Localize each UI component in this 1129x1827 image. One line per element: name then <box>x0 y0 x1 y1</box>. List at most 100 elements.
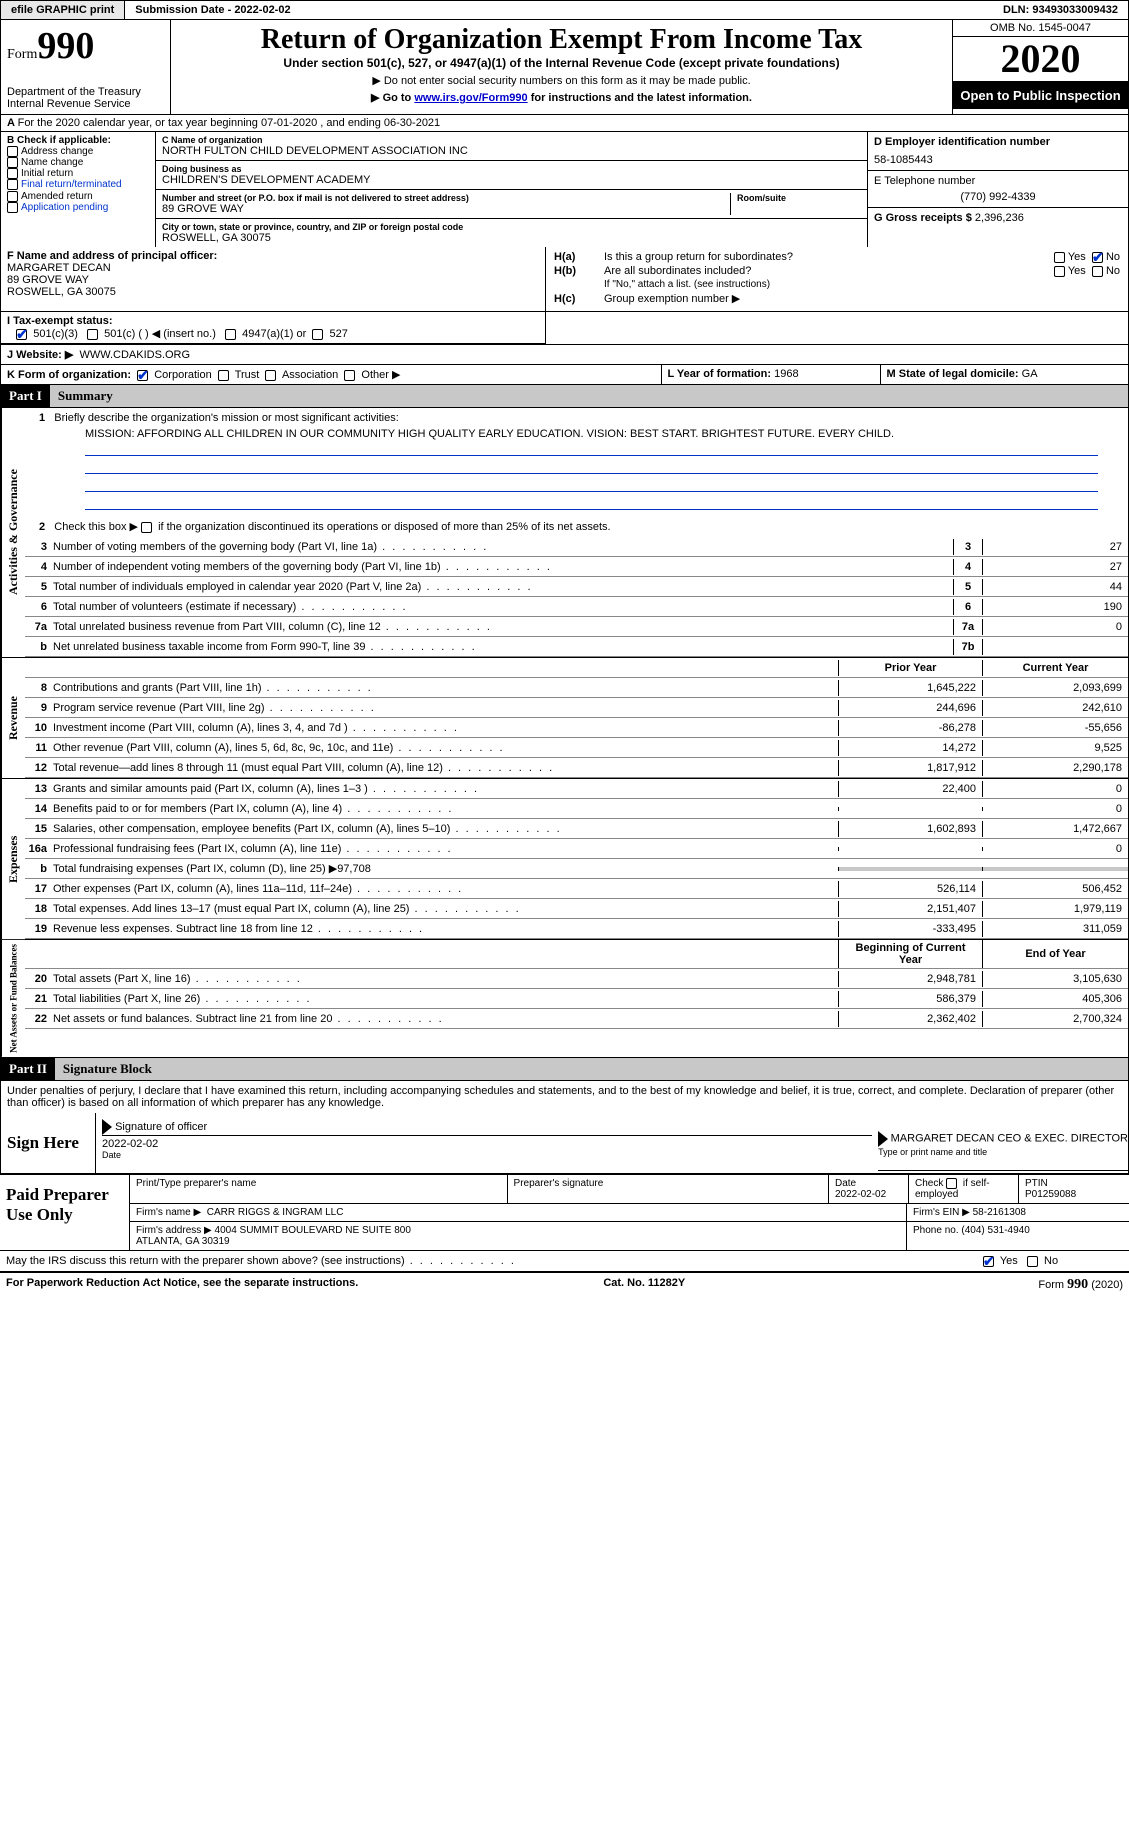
page-footer: For Paperwork Reduction Act Notice, see … <box>0 1271 1129 1297</box>
hb-no-checkbox[interactable] <box>1092 266 1103 277</box>
expense-line-14: 14Benefits paid to or for members (Part … <box>25 799 1128 819</box>
signature-section: Sign Here Signature of officer 2022-02-0… <box>0 1113 1129 1174</box>
open-inspection: Open to Public Inspection <box>953 82 1128 109</box>
form-org-row: K Form of organization: Corporation Trus… <box>0 365 1129 385</box>
expense-line-15: 15Salaries, other compensation, employee… <box>25 819 1128 839</box>
paid-preparer-label: Paid Preparer Use Only <box>0 1175 130 1250</box>
self-employed-checkbox[interactable] <box>946 1178 957 1189</box>
revenue-line-9: 9Program service revenue (Part VIII, lin… <box>25 698 1128 718</box>
box-b-checkboxes: B Check if applicable: Address change Na… <box>1 132 156 247</box>
prior-current-header: Prior Year Current Year <box>25 658 1128 678</box>
ha-no-checkbox[interactable] <box>1092 252 1103 263</box>
section-a-tax-year: A For the 2020 calendar year, or tax yea… <box>0 115 1129 132</box>
firm-ein: 58-2161308 <box>973 1207 1026 1218</box>
org-name-label: C Name of organization <box>162 135 861 145</box>
revenue-line-11: 11Other revenue (Part VIII, column (A), … <box>25 738 1128 758</box>
ptin-value: P01259088 <box>1025 1189 1076 1200</box>
perjury-statement: Under penalties of perjury, I declare th… <box>0 1081 1129 1113</box>
application-pending-checkbox[interactable] <box>7 202 18 213</box>
phone-value: (770) 992-4339 <box>874 191 1122 203</box>
revenue-line-12: 12Total revenue—add lines 8 through 11 (… <box>25 758 1128 778</box>
part2-header: Part II Signature Block <box>0 1058 1129 1081</box>
org-name: NORTH FULTON CHILD DEVELOPMENT ASSOCIATI… <box>162 145 861 157</box>
form-subtitle: Under section 501(c), 527, or 4947(a)(1)… <box>177 56 946 70</box>
trust-checkbox[interactable] <box>218 370 229 381</box>
netassets-line-21: 21Total liabilities (Part X, line 26)586… <box>25 989 1128 1009</box>
expense-line-18: 18Total expenses. Add lines 13–17 (must … <box>25 899 1128 919</box>
discontinued-checkbox[interactable] <box>141 522 152 533</box>
tax-year: 2020 <box>953 37 1128 82</box>
dba-name: CHILDREN'S DEVELOPMENT ACADEMY <box>162 174 861 186</box>
expense-line-b: bTotal fundraising expenses (Part IX, co… <box>25 859 1128 879</box>
corporation-checkbox[interactable] <box>137 370 148 381</box>
top-bar: efile GRAPHIC print Submission Date - 20… <box>0 0 1129 20</box>
ein-label: D Employer identification number <box>874 136 1122 148</box>
officer-group-row: F Name and address of principal officer:… <box>0 247 1129 312</box>
discuss-no-checkbox[interactable] <box>1027 1256 1038 1267</box>
expense-line-16a: 16aProfessional fundraising fees (Part I… <box>25 839 1128 859</box>
officer-label: F Name and address of principal officer: <box>7 250 539 262</box>
officer-name: MARGARET DECAN <box>7 262 539 274</box>
website-row: J Website: ▶ WWW.CDAKIDS.ORG <box>0 345 1129 365</box>
part1-header: Part I Summary <box>0 385 1129 408</box>
4947-checkbox[interactable] <box>225 329 236 340</box>
form-title: Return of Organization Exempt From Incom… <box>177 24 946 56</box>
side-governance: Activities & Governance <box>1 408 25 657</box>
firm-phone: (404) 531-4940 <box>961 1225 1029 1236</box>
side-expenses: Expenses <box>1 779 25 939</box>
dba-label: Doing business as <box>162 164 861 174</box>
address-change-checkbox[interactable] <box>7 146 18 157</box>
omb-number: OMB No. 1545-0047 <box>953 20 1128 37</box>
netassets-line-22: 22Net assets or fund balances. Subtract … <box>25 1009 1128 1029</box>
discuss-yes-checkbox[interactable] <box>983 1256 994 1267</box>
form-header: Form990 Department of the Treasury Inter… <box>0 20 1129 115</box>
begin-end-header: Beginning of Current Year End of Year <box>25 940 1128 969</box>
city-state-zip: ROSWELL, GA 30075 <box>162 232 861 244</box>
summary-line-7a: 7aTotal unrelated business revenue from … <box>25 617 1128 637</box>
sign-here-label: Sign Here <box>1 1113 96 1173</box>
revenue-line-8: 8Contributions and grants (Part VIII, li… <box>25 678 1128 698</box>
officer-addr2: ROSWELL, GA 30075 <box>7 286 539 298</box>
amended-return-checkbox[interactable] <box>7 191 18 202</box>
website-value: WWW.CDAKIDS.ORG <box>79 349 190 361</box>
other-org-checkbox[interactable] <box>344 370 355 381</box>
501c3-checkbox[interactable] <box>16 329 27 340</box>
initial-return-checkbox[interactable] <box>7 168 18 179</box>
name-change-checkbox[interactable] <box>7 157 18 168</box>
ein-value: 58-1085443 <box>874 154 1122 166</box>
form-number: Form990 <box>7 24 164 68</box>
side-revenue: Revenue <box>1 658 25 778</box>
hb-yes-checkbox[interactable] <box>1054 266 1065 277</box>
gross-receipts-label: G Gross receipts $ <box>874 212 972 224</box>
527-checkbox[interactable] <box>312 329 323 340</box>
year-formation: 1968 <box>774 368 798 380</box>
mission-text: MISSION: AFFORDING ALL CHILDREN IN OUR C… <box>85 428 1098 440</box>
final-return-checkbox[interactable] <box>7 179 18 190</box>
dept-treasury: Department of the Treasury Internal Reve… <box>7 86 164 110</box>
sig-arrow-icon <box>102 1119 112 1135</box>
irs-link[interactable]: www.irs.gov/Form990 <box>414 92 527 104</box>
phone-label: E Telephone number <box>874 175 1122 187</box>
summary-line-4: 4Number of independent voting members of… <box>25 557 1128 577</box>
side-net-assets: Net Assets or Fund Balances <box>1 940 25 1057</box>
room-suite-label: Room/suite <box>737 193 861 203</box>
efile-print-button[interactable]: efile GRAPHIC print <box>1 1 125 19</box>
address: 89 GROVE WAY <box>162 203 724 215</box>
entity-info-block: B Check if applicable: Address change Na… <box>0 132 1129 247</box>
netassets-line-20: 20Total assets (Part X, line 16)2,948,78… <box>25 969 1128 989</box>
dln: DLN: 93493033009432 <box>993 1 1128 19</box>
firm-name: CARR RIGGS & INGRAM LLC <box>207 1207 344 1218</box>
summary-line-5: 5Total number of individuals employed in… <box>25 577 1128 597</box>
submission-date: Submission Date - 2022-02-02 <box>125 1 300 19</box>
officer-addr1: 89 GROVE WAY <box>7 274 539 286</box>
association-checkbox[interactable] <box>265 370 276 381</box>
ha-yes-checkbox[interactable] <box>1054 252 1065 263</box>
expense-line-13: 13Grants and similar amounts paid (Part … <box>25 779 1128 799</box>
discuss-row: May the IRS discuss this return with the… <box>0 1250 1129 1271</box>
expense-line-19: 19Revenue less expenses. Subtract line 1… <box>25 919 1128 939</box>
city-label: City or town, state or province, country… <box>162 222 861 232</box>
mission-label: Briefly describe the organization's miss… <box>54 412 398 424</box>
501c-checkbox[interactable] <box>87 329 98 340</box>
summary-line-6: 6Total number of volunteers (estimate if… <box>25 597 1128 617</box>
summary-line-3: 3Number of voting members of the governi… <box>25 537 1128 557</box>
